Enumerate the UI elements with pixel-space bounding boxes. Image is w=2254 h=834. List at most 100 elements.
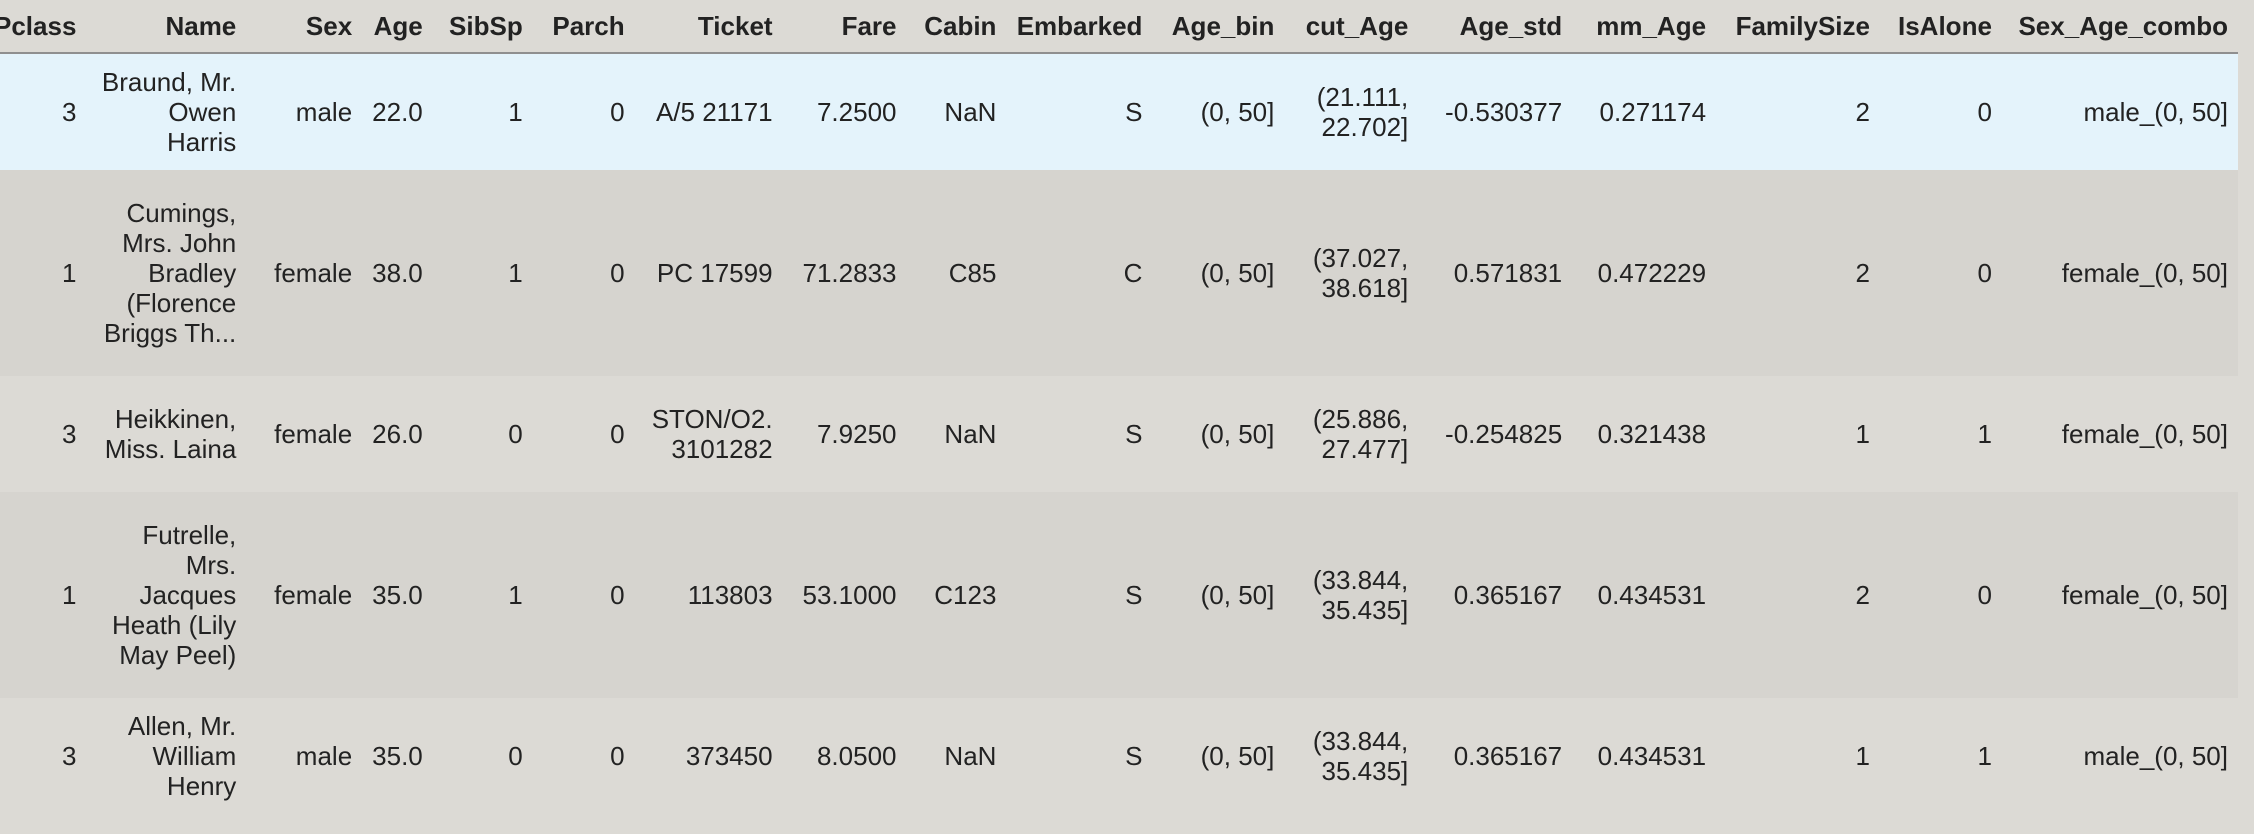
cell-age-std: 0.571831 — [1418, 170, 1573, 376]
column-header: cut_Age — [1284, 0, 1419, 54]
cell-age-bin: (0, 50] — [1152, 376, 1285, 492]
cell-name: Cumings, Mrs. John Bradley (Florence Bri… — [86, 170, 247, 376]
cell-mm-age: 0.434531 — [1572, 698, 1717, 814]
cell-name: Allen, Mr. William Henry — [86, 698, 247, 814]
cell-cut-age: (25.886, 27.477] — [1284, 376, 1419, 492]
cell-mm-age: 0.472229 — [1572, 170, 1717, 376]
cell-age-bin: (0, 50] — [1152, 53, 1285, 170]
cell-ticket: A/5 21171 — [634, 53, 783, 170]
cell-sibsp: 0 — [432, 698, 533, 814]
cell-age: 35.0 — [362, 698, 433, 814]
cell-age-std: -0.530377 — [1418, 53, 1573, 170]
table-row: 3 Heikkinen, Miss. Laina female 26.0 0 0… — [0, 376, 2238, 492]
cell-age: 22.0 — [362, 53, 433, 170]
cell-age-std: 0.365167 — [1418, 492, 1573, 698]
cell-embarked: S — [1006, 53, 1153, 170]
cell-is-alone: 1 — [1879, 698, 2002, 814]
cell-is-alone: 0 — [1879, 492, 2002, 698]
cell-family-size: 1 — [1716, 376, 1880, 492]
cell-mm-age: 0.321438 — [1572, 376, 1717, 492]
cell-family-size: 2 — [1716, 53, 1880, 170]
cell-parch: 0 — [532, 376, 635, 492]
cell-sex: female — [246, 376, 363, 492]
cell-cut-age: (33.844, 35.435] — [1284, 492, 1419, 698]
cell-pclass: 3 — [0, 376, 87, 492]
cell-sex-age-combo: female_(0, 50] — [2001, 376, 2238, 492]
cell-embarked: S — [1006, 492, 1153, 698]
cell-mm-age: 0.271174 — [1572, 53, 1717, 170]
cell-name: Futrelle, Mrs. Jacques Heath (Lily May P… — [86, 492, 247, 698]
cell-age-std: 0.365167 — [1418, 698, 1573, 814]
cell-age: 26.0 — [362, 376, 433, 492]
column-header: Sex — [246, 0, 363, 54]
cell-sibsp: 1 — [432, 492, 533, 698]
cell-ticket: 373450 — [634, 698, 783, 814]
column-header: Sex_Age_combo — [2001, 0, 2238, 54]
cell-pclass: 1 — [0, 170, 87, 376]
cell-pclass: 3 — [0, 53, 87, 170]
cell-age-bin: (0, 50] — [1152, 170, 1285, 376]
cell-fare: 71.2833 — [782, 170, 907, 376]
cell-is-alone: 0 — [1879, 53, 2002, 170]
cell-sex-age-combo: male_(0, 50] — [2001, 698, 2238, 814]
cell-age-bin: (0, 50] — [1152, 492, 1285, 698]
cell-name: Braund, Mr. Owen Harris — [86, 53, 247, 170]
table-row: 1 Futrelle, Mrs. Jacques Heath (Lily May… — [0, 492, 2238, 698]
cell-sex-age-combo: female_(0, 50] — [2001, 492, 2238, 698]
cell-embarked: S — [1006, 376, 1153, 492]
column-header: Name — [86, 0, 247, 54]
cell-parch: 0 — [532, 492, 635, 698]
column-header: Embarked — [1006, 0, 1153, 54]
cell-cabin: C123 — [906, 492, 1007, 698]
column-header: Parch — [532, 0, 635, 54]
cell-cabin: NaN — [906, 376, 1007, 492]
cell-sex: female — [246, 170, 363, 376]
cell-family-size: 1 — [1716, 698, 1880, 814]
cell-sibsp: 1 — [432, 170, 533, 376]
cell-ticket: 113803 — [634, 492, 783, 698]
column-header: Age — [362, 0, 433, 54]
column-header: Cabin — [906, 0, 1007, 54]
cell-cut-age: (33.844, 35.435] — [1284, 698, 1419, 814]
cell-family-size: 2 — [1716, 492, 1880, 698]
cell-sex: female — [246, 492, 363, 698]
cell-pclass: 1 — [0, 492, 87, 698]
cell-cut-age: (37.027, 38.618] — [1284, 170, 1419, 376]
cell-is-alone: 1 — [1879, 376, 2002, 492]
cell-sex: male — [246, 698, 363, 814]
cell-fare: 53.1000 — [782, 492, 907, 698]
column-header: FamilySize — [1716, 0, 1880, 54]
cell-fare: 8.0500 — [782, 698, 907, 814]
cell-ticket: PC 17599 — [634, 170, 783, 376]
column-header: Fare — [782, 0, 907, 54]
cell-parch: 0 — [532, 170, 635, 376]
cell-fare: 7.2500 — [782, 53, 907, 170]
dataframe-table: Pclass Name Sex Age SibSp Parch Ticket F… — [0, 0, 2238, 814]
cell-sex-age-combo: female_(0, 50] — [2001, 170, 2238, 376]
cell-parch: 0 — [532, 53, 635, 170]
cell-sex-age-combo: male_(0, 50] — [2001, 53, 2238, 170]
cell-embarked: S — [1006, 698, 1153, 814]
column-header: Age_bin — [1152, 0, 1285, 54]
cell-age: 38.0 — [362, 170, 433, 376]
column-header: Ticket — [634, 0, 783, 54]
cell-age-std: -0.254825 — [1418, 376, 1573, 492]
cell-cabin: NaN — [906, 698, 1007, 814]
column-header: SibSp — [432, 0, 533, 54]
cell-age-bin: (0, 50] — [1152, 698, 1285, 814]
cell-pclass: 3 — [0, 698, 87, 814]
cell-family-size: 2 — [1716, 170, 1880, 376]
column-header: IsAlone — [1879, 0, 2002, 54]
cell-age: 35.0 — [362, 492, 433, 698]
cell-cabin: C85 — [906, 170, 1007, 376]
table-row: 1 Cumings, Mrs. John Bradley (Florence B… — [0, 170, 2238, 376]
cell-sex: male — [246, 53, 363, 170]
cell-is-alone: 0 — [1879, 170, 2002, 376]
table-row: 3 Allen, Mr. William Henry male 35.0 0 0… — [0, 698, 2238, 814]
cell-name: Heikkinen, Miss. Laina — [86, 376, 247, 492]
cell-sibsp: 1 — [432, 53, 533, 170]
column-header: Pclass — [0, 0, 87, 54]
column-header: Age_std — [1418, 0, 1573, 54]
header-row: Pclass Name Sex Age SibSp Parch Ticket F… — [0, 0, 2238, 54]
cell-parch: 0 — [532, 698, 635, 814]
